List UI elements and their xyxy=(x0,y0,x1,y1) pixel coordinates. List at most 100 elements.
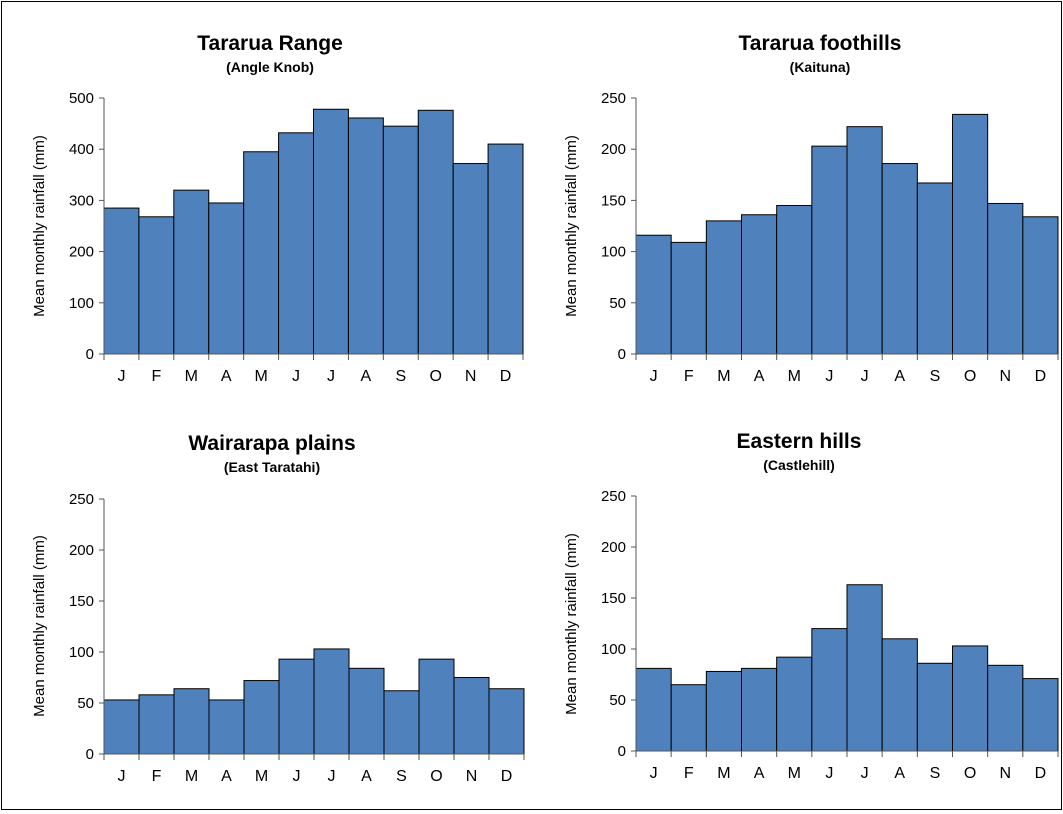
y-tick-labels: 0 50 100 150 200 250 xyxy=(601,488,626,760)
bar xyxy=(881,163,918,355)
x-tick-label: J xyxy=(292,368,300,385)
bar xyxy=(670,684,707,752)
x-tick-label: N xyxy=(999,765,1011,782)
x-tick-label: J xyxy=(118,768,126,785)
x-tick-label: A xyxy=(361,768,372,785)
chart-subtitle: (Angle Knob) xyxy=(226,59,314,75)
bar xyxy=(488,688,525,755)
y-tick-label: 50 xyxy=(77,695,94,712)
x-tick-label: A xyxy=(361,368,372,385)
y-axis-label: Mean monthly rainfall (mm) xyxy=(31,135,48,317)
bar xyxy=(418,658,455,755)
chart-title: Tararua Range xyxy=(197,32,343,55)
bar xyxy=(173,189,210,355)
y-tick-label: 100 xyxy=(601,641,626,658)
x-tick-label: S xyxy=(930,368,941,385)
y-tick-label: 200 xyxy=(601,539,626,556)
bar xyxy=(881,638,918,752)
y-tick-label: 150 xyxy=(601,192,626,209)
chart-panel-eastern-hills: Eastern hills (Castlehill) Mean monthly … xyxy=(563,430,1059,782)
bar xyxy=(846,584,883,752)
x-tick-label: J xyxy=(825,765,833,782)
x-tick-label: D xyxy=(1035,368,1047,385)
bar xyxy=(382,125,419,355)
bar xyxy=(952,645,989,752)
y-tick-label: 100 xyxy=(601,244,626,261)
bar xyxy=(1022,678,1059,752)
bar-group xyxy=(635,113,1059,355)
y-tick-labels: 0 50 100 150 200 250 xyxy=(69,491,94,763)
bar xyxy=(741,214,778,355)
x-tick-label: S xyxy=(395,368,406,385)
x-tick-label: S xyxy=(396,768,407,785)
bar xyxy=(635,234,672,355)
y-tick-label: 0 xyxy=(618,743,626,760)
x-tick-label: M xyxy=(717,765,730,782)
x-tick-label: F xyxy=(151,368,161,385)
bar xyxy=(987,664,1024,752)
bar xyxy=(278,132,314,355)
chart-title: Wairarapa plains xyxy=(188,432,355,455)
x-tick-label: J xyxy=(327,368,335,385)
bar xyxy=(987,202,1024,355)
y-tick-label: 500 xyxy=(69,90,94,107)
x-tick-label: M xyxy=(788,765,801,782)
bar xyxy=(173,688,210,755)
x-tick-label: M xyxy=(788,368,801,385)
bar xyxy=(313,648,350,755)
x-tick-label: J xyxy=(328,768,336,785)
x-tick-label: F xyxy=(684,368,694,385)
x-tick-label: A xyxy=(221,768,232,785)
y-tick-label: 100 xyxy=(69,644,94,661)
x-tick-label: A xyxy=(221,368,232,385)
x-tick-label: O xyxy=(429,368,441,385)
bar xyxy=(417,109,454,355)
bar xyxy=(670,241,707,355)
y-axis-label: Mean monthly rainfall (mm) xyxy=(563,533,580,715)
y-tick-label: 200 xyxy=(601,141,626,158)
y-tick-labels: 0 50 100 150 200 250 xyxy=(601,90,626,363)
axes xyxy=(631,495,1059,757)
axes xyxy=(99,498,525,760)
y-tick-label: 0 xyxy=(86,346,94,363)
bar xyxy=(952,113,989,355)
x-tick-label: J xyxy=(293,768,301,785)
x-tick-label: J xyxy=(861,368,869,385)
x-tick-label: F xyxy=(152,768,162,785)
bar xyxy=(705,220,743,355)
bar xyxy=(138,694,175,755)
chart-panel-wairarapa-plains: Wairarapa plains (East Taratahi) Mean mo… xyxy=(31,432,525,785)
x-tick-label: J xyxy=(861,765,869,782)
x-tick-label: D xyxy=(501,768,513,785)
x-tick-label: D xyxy=(500,368,512,385)
y-tick-label: 200 xyxy=(69,244,94,261)
x-tick-label: M xyxy=(254,368,267,385)
x-tick-label: D xyxy=(1035,765,1047,782)
bar xyxy=(846,126,883,355)
bar xyxy=(916,662,954,752)
x-tick-label: N xyxy=(465,368,477,385)
x-tick-label: N xyxy=(466,768,478,785)
axes xyxy=(631,97,1059,360)
x-tick-label: O xyxy=(964,368,976,385)
x-tick-label: F xyxy=(684,765,694,782)
bar xyxy=(313,108,349,355)
bar xyxy=(453,677,490,755)
bar xyxy=(278,658,315,755)
bar xyxy=(741,667,778,752)
bar xyxy=(452,163,489,355)
bar-group xyxy=(635,584,1059,752)
y-tick-label: 0 xyxy=(618,346,626,363)
bar xyxy=(103,699,140,755)
chart-panel-tararua-foothills: Tararua foothills (Kaituna) Mean monthly… xyxy=(563,32,1059,385)
bar xyxy=(103,207,140,355)
x-tick-label: O xyxy=(964,765,976,782)
y-tick-label: 50 xyxy=(609,295,626,312)
chart-title: Eastern hills xyxy=(737,430,862,453)
bar xyxy=(243,151,280,355)
y-tick-labels: 0 100 200 300 400 500 xyxy=(69,90,94,363)
chart-subtitle: (Castlehill) xyxy=(763,457,835,473)
bar xyxy=(916,182,954,355)
x-tick-label: J xyxy=(650,368,658,385)
